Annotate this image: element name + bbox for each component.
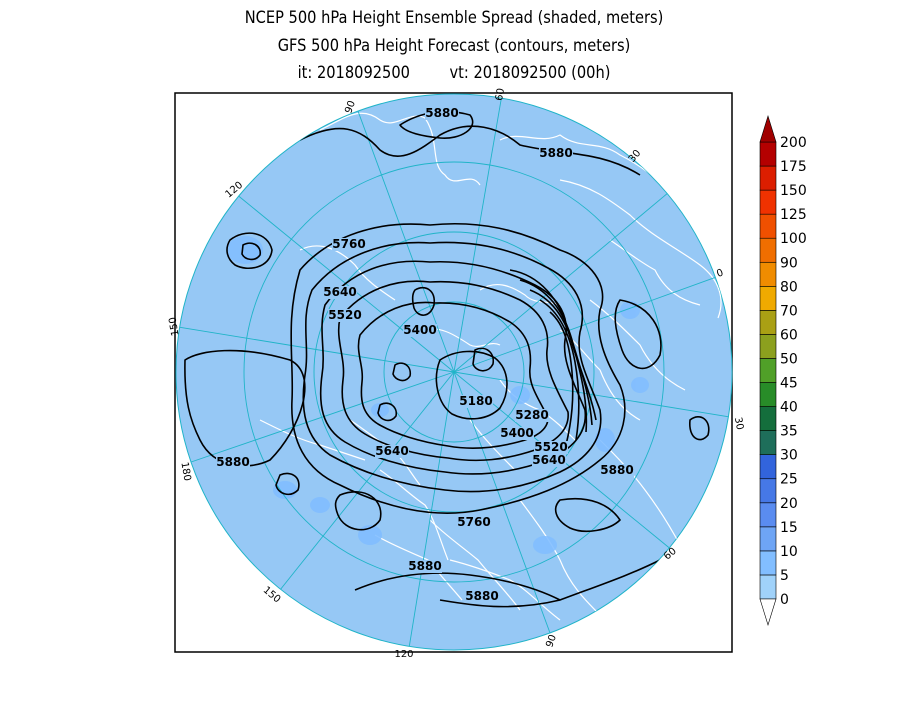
chart-subtitle: GFS 500 hPa Height Forecast (contours, m…: [277, 36, 631, 56]
contour-label: 5520: [328, 308, 361, 322]
contour-label: 5640: [323, 285, 356, 299]
contour-label-bg: [403, 324, 437, 337]
colorbar-tick-label: 40: [780, 400, 798, 416]
contour-label: 5880: [408, 559, 441, 573]
contour-label-bg: [323, 286, 357, 299]
colorbar-swatch: [759, 550, 777, 576]
contour-labels: 5880588057605640552054005180528054005520…: [216, 106, 634, 603]
init-time-label: it: 2018092500: [297, 63, 410, 83]
colorbar-tick-label: 90: [780, 255, 798, 271]
contour-label-bg: [465, 590, 499, 603]
contour-label-bg: [539, 147, 573, 160]
colorbar-tick-label: 175: [780, 159, 807, 175]
colorbar-tick-label: 35: [780, 424, 798, 440]
contour-label: 5640: [532, 453, 565, 467]
contour-label-bg: [328, 309, 362, 322]
contour-label-bg: [600, 464, 634, 477]
contour-label-bg: [216, 456, 250, 469]
contour-label: 5760: [332, 237, 365, 251]
time-labels: it: 2018092500 vt: 2018092500 (00h): [64, 63, 845, 83]
colorbar-swatch: [759, 430, 777, 455]
contour-label: 5180: [459, 394, 492, 408]
longitude-label: 0: [715, 267, 725, 280]
colorbar-swatch: [759, 574, 777, 600]
colorbar-swatch: [759, 526, 777, 552]
valid-time-label: vt: 2018092500 (00h): [449, 63, 611, 83]
colorbar-swatch: [759, 310, 777, 335]
colorbar-max-arrow: [759, 114, 777, 143]
map-content: [176, 95, 732, 650]
colorbar-tick-label: 20: [780, 496, 798, 512]
longitude-label: 90: [343, 99, 358, 115]
colorbar-tick-label: 150: [780, 183, 807, 199]
colorbar-swatch: [759, 165, 777, 191]
colorbar-tick-label: 70: [780, 303, 798, 319]
contour-label: 5400: [500, 426, 533, 440]
colorbar-tick-label: 0: [780, 592, 789, 608]
colorbar-tick-label: 5: [780, 568, 789, 584]
contour-label: 5880: [600, 463, 633, 477]
contour-label-bg: [532, 454, 566, 467]
colorbar-swatch: [759, 334, 777, 359]
latitude-circles: [243, 161, 665, 583]
colorbar-swatch: [759, 261, 777, 287]
colorbar-swatch: [759, 141, 777, 167]
contour-label-bg: [332, 238, 366, 251]
colorbar-tick-label: 125: [780, 207, 807, 223]
colorbar-tick-label: 60: [780, 327, 798, 343]
contour-label: 5880: [465, 589, 498, 603]
contour-label-bg: [375, 445, 409, 458]
contour-label: 5880: [539, 146, 572, 160]
longitude-label: 120: [394, 649, 413, 660]
contour-label: 5400: [403, 323, 436, 337]
colorbar-tick-label: 80: [780, 279, 798, 295]
colorbar-tick-label: 10: [780, 544, 798, 560]
contour-label-bg: [457, 516, 491, 529]
longitude-label: 60: [494, 87, 507, 101]
longitude-label: 180: [178, 461, 192, 482]
height-contours: [184, 110, 710, 608]
colorbar-tick-label: 25: [780, 472, 798, 488]
colorbar-swatch: [759, 237, 777, 263]
colorbar-tick-label: 30: [780, 448, 798, 464]
chart-title: NCEP 500 hPa Height Ensemble Spread (sha…: [244, 8, 664, 28]
contour-label-bg: [534, 441, 568, 454]
contour-label: 5760: [457, 515, 490, 529]
colorbar-tick-label: 200: [780, 135, 807, 151]
longitude-label: 30: [732, 416, 745, 430]
contour-label: 5520: [534, 440, 567, 454]
contour-label: 5880: [425, 106, 458, 120]
colorbar-min-arrow: [759, 598, 777, 627]
contour-label: 5880: [216, 455, 249, 469]
contour-label: 5640: [375, 444, 408, 458]
contour-label-bg: [515, 409, 549, 422]
colorbar-tick-label: 50: [780, 351, 798, 367]
colorbar-swatch: [759, 358, 777, 383]
colorbar-swatch: [759, 454, 777, 480]
contour-label-bg: [459, 395, 493, 408]
colorbar-swatch: [759, 478, 777, 504]
colorbar-swatch: [759, 286, 777, 311]
colorbar-swatch: [759, 189, 777, 215]
colorbar-tick-label: 100: [780, 231, 807, 247]
colorbar-swatch: [759, 213, 777, 239]
colorbar-swatch: [759, 406, 777, 431]
colorbar-swatch: [759, 502, 777, 528]
colorbar-tick-label: 45: [780, 376, 798, 392]
colorbar-tick-label: 15: [780, 520, 798, 536]
contour-label-bg: [500, 427, 534, 440]
colorbar: 0 5 10 15 20 25 30 35 40 45 50 60 70 80 90 100 125 150 175…: [759, 114, 807, 627]
colorbar-swatch: [759, 382, 777, 407]
longitude-label: 150: [167, 316, 181, 337]
contour-label-bg: [425, 107, 459, 120]
longitude-label: 90: [544, 633, 559, 649]
contour-label-bg: [408, 560, 442, 573]
contour-label: 5280: [515, 408, 548, 422]
